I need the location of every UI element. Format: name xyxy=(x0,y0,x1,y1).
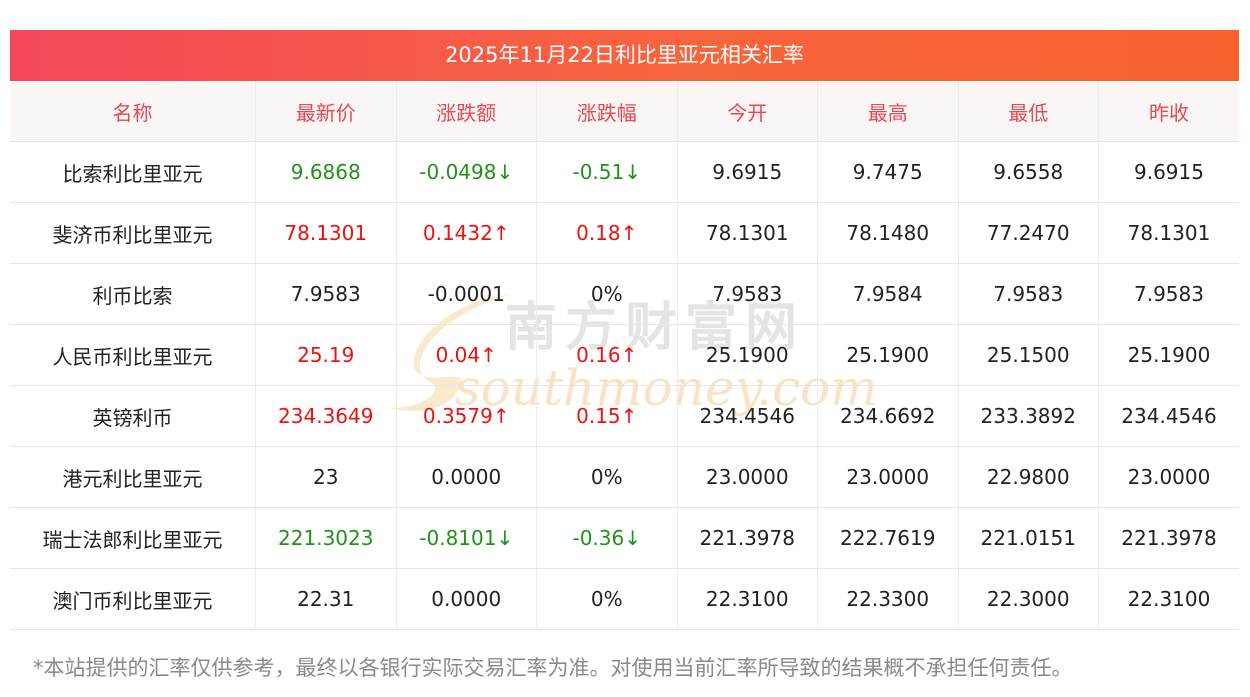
cell-change: 0.1432↑ xyxy=(396,202,537,264)
cell-latest: 22.31 xyxy=(255,568,397,630)
cell-name: 港元利比里亚元 xyxy=(10,446,256,508)
cell-name: 斐济币利比里亚元 xyxy=(10,202,256,264)
table-title: 2025年11月22日利比里亚元相关汇率 xyxy=(10,30,1239,81)
cell-change: 0.3579↑ xyxy=(396,385,537,447)
cell-low: 25.1500 xyxy=(958,324,1099,386)
cell-name: 人民币利比里亚元 xyxy=(10,324,256,386)
cell-high: 22.3300 xyxy=(817,568,959,630)
col-header-change: 涨跌额 xyxy=(396,81,537,142)
cell-high: 78.1480 xyxy=(817,202,959,264)
col-header-prev: 昨收 xyxy=(1098,81,1239,142)
cell-prev: 9.6915 xyxy=(1098,141,1239,203)
cell-prev: 234.4546 xyxy=(1098,385,1239,447)
cell-low: 233.3892 xyxy=(958,385,1099,447)
cell-low: 22.3000 xyxy=(958,568,1099,630)
table-row: 利币比索 7.9583 -0.0001 0% 7.9583 7.9584 7.9583 7.9… xyxy=(10,263,1239,325)
table-row: 澳门币利比里亚元 22.31 0.0000 0% 22.3100 22.3300 22.30… xyxy=(10,568,1239,630)
cell-pct: 0% xyxy=(536,263,678,325)
cell-high: 234.6692 xyxy=(817,385,959,447)
table-row: 英镑利币 234.3649 0.3579↑ 0.15↑ 234.4546 234.6692… xyxy=(10,385,1239,447)
cell-prev: 78.1301 xyxy=(1098,202,1239,264)
col-header-high: 最高 xyxy=(817,81,959,142)
cell-low: 7.9583 xyxy=(958,263,1099,325)
table-row: 瑞士法郎利比里亚元 221.3023 -0.8101↓ -0.36↓ 221.3978 2… xyxy=(10,507,1239,569)
cell-high: 9.7475 xyxy=(817,141,959,203)
cell-pct: -0.36↓ xyxy=(536,507,678,569)
cell-latest: 25.19 xyxy=(255,324,397,386)
cell-name: 比索利比里亚元 xyxy=(10,141,256,203)
cell-open: 25.1900 xyxy=(677,324,818,386)
cell-high: 7.9584 xyxy=(817,263,959,325)
cell-change: 0.0000 xyxy=(396,446,537,508)
cell-latest: 23 xyxy=(255,446,397,508)
cell-pct: 0% xyxy=(536,446,678,508)
cell-change: -0.0001 xyxy=(396,263,537,325)
cell-change: -0.0498↓ xyxy=(396,141,537,203)
cell-low: 22.9800 xyxy=(958,446,1099,508)
cell-pct: 0.16↑ xyxy=(536,324,678,386)
cell-open: 234.4546 xyxy=(677,385,818,447)
cell-low: 77.2470 xyxy=(958,202,1099,264)
cell-name: 利币比索 xyxy=(10,263,256,325)
table-row: 斐济币利比里亚元 78.1301 0.1432↑ 0.18↑ 78.1301 78.148… xyxy=(10,202,1239,264)
disclaimer-text: *本站提供的汇率仅供参考，最终以各银行实际交易汇率为准。对使用当前汇率所导致的结… xyxy=(33,656,1073,680)
cell-open: 9.6915 xyxy=(677,141,818,203)
exchange-rate-table: 名称 最新价 涨跌额 涨跌幅 今开 最高 最低 昨收 比索利比里亚元 9.6868… xyxy=(10,81,1239,630)
cell-latest: 234.3649 xyxy=(255,385,397,447)
cell-change: 0.0000 xyxy=(396,568,537,630)
cell-prev: 221.3978 xyxy=(1098,507,1239,569)
cell-prev: 22.3100 xyxy=(1098,568,1239,630)
cell-low: 9.6558 xyxy=(958,141,1099,203)
cell-prev: 23.0000 xyxy=(1098,446,1239,508)
cell-latest: 7.9583 xyxy=(255,263,397,325)
cell-high: 222.7619 xyxy=(817,507,959,569)
col-header-name: 名称 xyxy=(10,81,256,142)
cell-latest: 78.1301 xyxy=(255,202,397,264)
cell-change: 0.04↑ xyxy=(396,324,537,386)
cell-open: 221.3978 xyxy=(677,507,818,569)
col-header-latest: 最新价 xyxy=(255,81,397,142)
cell-low: 221.0151 xyxy=(958,507,1099,569)
table-header-row: 名称 最新价 涨跌额 涨跌幅 今开 最高 最低 昨收 xyxy=(10,81,1239,142)
cell-pct: 0.18↑ xyxy=(536,202,678,264)
cell-pct: 0% xyxy=(536,568,678,630)
table-row: 人民币利比里亚元 25.19 0.04↑ 0.16↑ 25.1900 25.1900 25.… xyxy=(10,324,1239,386)
cell-open: 22.3100 xyxy=(677,568,818,630)
col-header-low: 最低 xyxy=(958,81,1099,142)
cell-pct: 0.15↑ xyxy=(536,385,678,447)
rates-panel: 2025年11月22日利比里亚元相关汇率 名称 最新价 涨跌额 涨跌幅 今开 最… xyxy=(10,30,1239,630)
table-row: 比索利比里亚元 9.6868 -0.0498↓ -0.51↓ 9.6915 9.7475 9… xyxy=(10,141,1239,203)
cell-name: 瑞士法郎利比里亚元 xyxy=(10,507,256,569)
cell-latest: 221.3023 xyxy=(255,507,397,569)
col-header-open: 今开 xyxy=(677,81,818,142)
cell-name: 英镑利币 xyxy=(10,385,256,447)
cell-change: -0.8101↓ xyxy=(396,507,537,569)
cell-latest: 9.6868 xyxy=(255,141,397,203)
cell-open: 23.0000 xyxy=(677,446,818,508)
cell-high: 25.1900 xyxy=(817,324,959,386)
cell-open: 7.9583 xyxy=(677,263,818,325)
cell-pct: -0.51↓ xyxy=(536,141,678,203)
cell-prev: 25.1900 xyxy=(1098,324,1239,386)
cell-open: 78.1301 xyxy=(677,202,818,264)
cell-high: 23.0000 xyxy=(817,446,959,508)
cell-name: 澳门币利比里亚元 xyxy=(10,568,256,630)
col-header-pct: 涨跌幅 xyxy=(536,81,678,142)
cell-prev: 7.9583 xyxy=(1098,263,1239,325)
table-row: 港元利比里亚元 23 0.0000 0% 23.0000 23.0000 22.9800 23… xyxy=(10,446,1239,508)
